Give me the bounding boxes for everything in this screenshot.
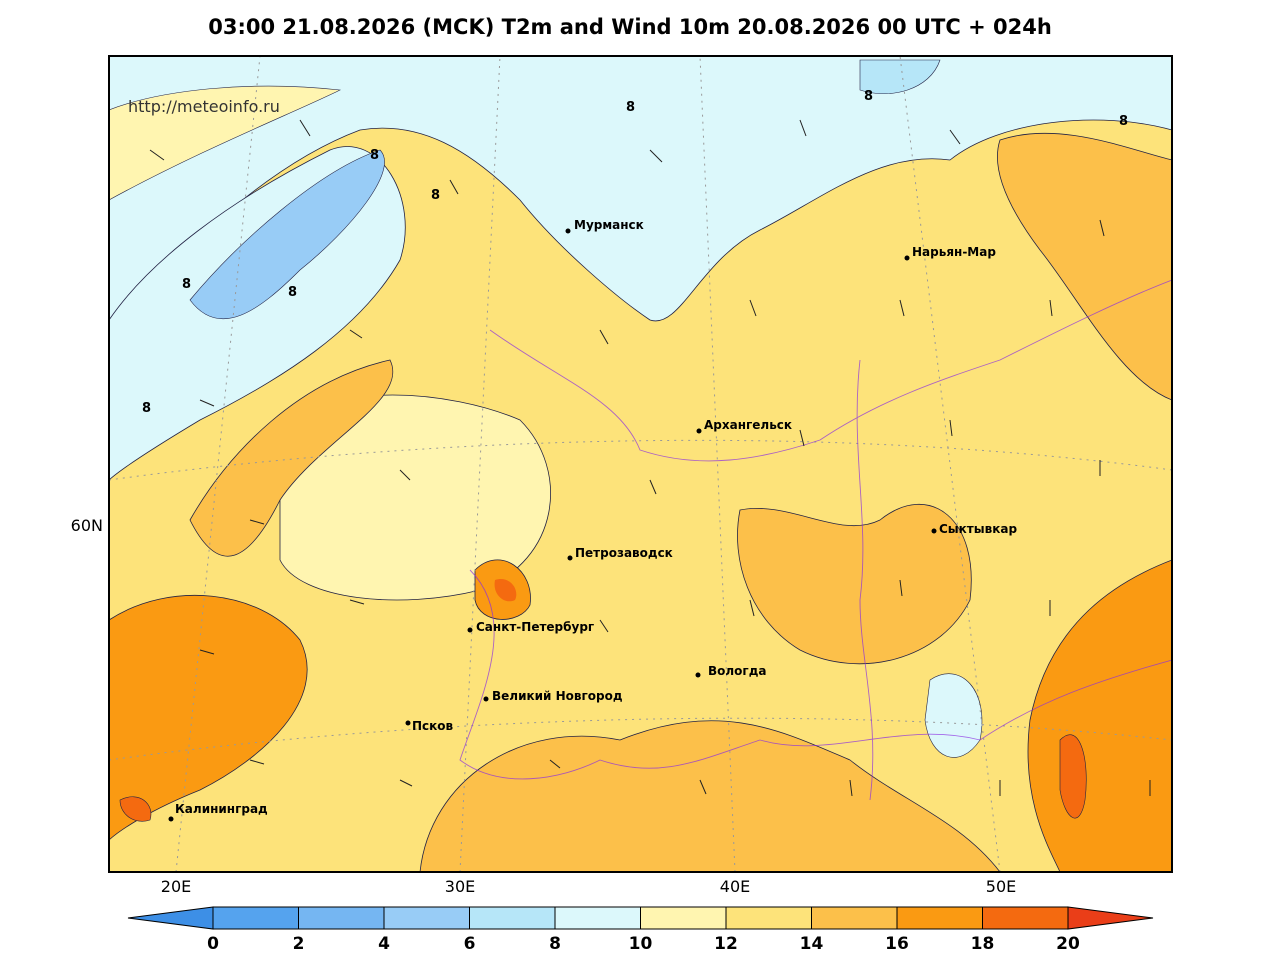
colorbar-segment <box>640 906 727 930</box>
mild-region <box>279 394 551 601</box>
city-label: Нарьян-Мар <box>912 245 996 259</box>
hot-region <box>119 796 152 822</box>
contour-label: 8 <box>182 277 191 292</box>
city-dots <box>168 228 937 822</box>
lon-label: 50E <box>986 877 1016 896</box>
colorbar-tick-label: 2 <box>293 934 305 954</box>
warm-region <box>189 359 393 557</box>
city-label: Санкт-Петербург <box>476 620 594 634</box>
cold-region <box>189 149 385 320</box>
colorbar-segment <box>896 906 983 930</box>
colorbar-tick-label: 6 <box>464 934 476 954</box>
colorbar-segment <box>298 906 385 930</box>
colorbar-under <box>127 906 214 930</box>
lon-label: 20E <box>161 877 191 896</box>
wind-barbs <box>149 119 1151 797</box>
borders <box>459 279 1172 801</box>
graticule <box>109 56 1172 872</box>
warm-region <box>419 720 1001 872</box>
watermark: http://meteoinfo.ru <box>128 97 280 116</box>
city-label: Мурманск <box>574 218 644 232</box>
hot-region <box>494 579 517 602</box>
contour-label: 8 <box>431 188 440 203</box>
title: 03:00 21.08.2026 (MCK) T2m and Wind 10m … <box>208 15 1052 39</box>
mild-region <box>109 85 342 201</box>
city-label: Калининград <box>175 802 268 816</box>
colorbar-tick-label: 10 <box>629 934 653 954</box>
colorbar-segment <box>212 906 299 930</box>
colorbar-tick-label: 12 <box>714 934 738 954</box>
contour-label: 8 <box>370 148 379 163</box>
contour-label: 8 <box>288 285 297 300</box>
map-frame <box>108 55 1173 873</box>
lon-label: 40E <box>720 877 750 896</box>
cool-region <box>109 56 1172 322</box>
map-area: Мурманск Нарьян-Мар Архангельск Сыктывка… <box>109 56 1172 872</box>
contour-label: 8 <box>626 100 635 115</box>
city-label: Великий Новгород <box>492 689 623 703</box>
cold-region <box>859 59 941 95</box>
colorbar-segment <box>554 906 641 930</box>
colorbar-tick-label: 20 <box>1056 934 1080 954</box>
colorbar-tick-label: 0 <box>207 934 219 954</box>
contour-label: 8 <box>1119 114 1128 129</box>
colorbar-over <box>1067 906 1154 930</box>
warm-region <box>997 132 1172 401</box>
city-label: Псков <box>412 719 454 733</box>
lat-label: 60N <box>71 516 103 535</box>
colorbar-segment <box>982 906 1069 930</box>
city-label: Архангельск <box>704 418 792 432</box>
contour-label: 8 <box>864 89 873 104</box>
warm-region <box>737 503 972 665</box>
colorbar-tick-label: 14 <box>800 934 824 954</box>
colorbar-segment <box>725 906 812 930</box>
colorbar-segment <box>469 906 556 930</box>
hot-region <box>1059 734 1087 819</box>
contour-label: 8 <box>142 401 151 416</box>
city-label: Вологда <box>708 664 766 678</box>
colorbar: 0 2 4 6 8 10 12 14 16 18 20 <box>127 906 1154 954</box>
lon-label: 30E <box>445 877 475 896</box>
colorbar-tick-label: 18 <box>971 934 995 954</box>
colorbar-segment <box>811 906 898 930</box>
colorbar-segment <box>383 906 470 930</box>
colorbar-tick-label: 8 <box>549 934 561 954</box>
colorbar-tick-label: 16 <box>885 934 909 954</box>
city-label: Сыктывкар <box>939 522 1017 536</box>
colorbar-tick-label: 4 <box>378 934 390 954</box>
city-label: Петрозаводск <box>575 546 673 560</box>
